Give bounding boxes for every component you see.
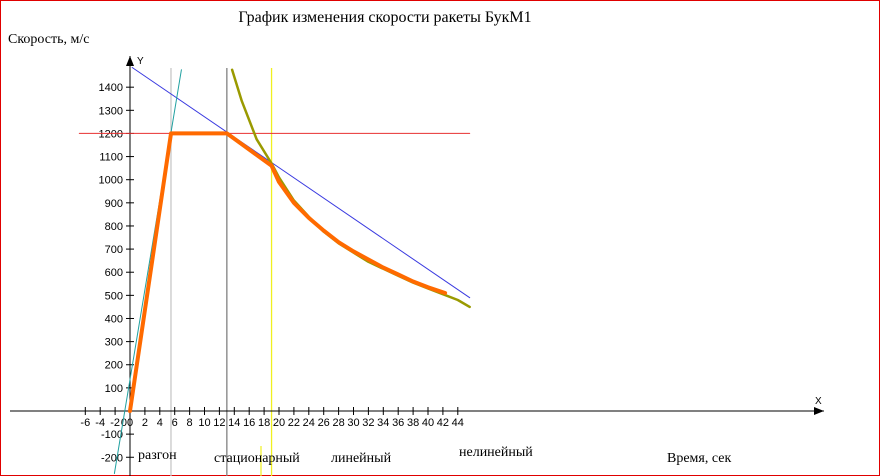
velocity-series [128,131,448,413]
x-tick-label: 8 [187,417,193,429]
x-tick-label: 38 [407,417,419,429]
y-tick-label: 1300 [99,105,123,117]
x-tick-label: 34 [377,417,389,429]
origin-label: 0 [121,417,127,429]
x-tick-label: 42 [437,417,449,429]
y-tick-label: -200 [101,452,123,464]
axes: XY [10,56,824,476]
y-tick-label: 200 [105,360,123,372]
x-tick-label: 36 [392,417,404,429]
y-axis-arrow [126,56,134,66]
x-tick-label: 22 [288,417,300,429]
x-tick-label: 44 [452,417,464,429]
x-axis-label: Время, сек [667,451,731,466]
y-axis-label: Скорость, м/с [8,32,89,47]
x-tick-label: 18 [258,417,270,429]
y-tick-label: 100 [105,383,123,395]
y-tick-label: 1000 [99,175,123,187]
x-tick-label: -6 [80,417,90,429]
x-axis-arrow [814,407,824,415]
phase-labels: разгон стационарный линейный нелинейный [138,445,533,466]
y-tick-label: 500 [105,290,123,302]
y-tick-label: 600 [105,267,123,279]
y-tick-label: 300 [105,337,123,349]
y-tick-label: 800 [105,221,123,233]
x-tick-label: 12 [213,417,225,429]
x-tick-label: 10 [198,417,210,429]
phase-label-2: стационарный [214,451,300,466]
x-tick-label: 0 [127,417,133,429]
nonlinear-fit-curve-series [230,68,471,309]
x-tick-label: 40 [422,417,434,429]
chart-title: График изменения скорости ракеты БукМ1 [238,9,531,26]
phase-label-4: нелинейный [459,445,533,460]
x-tick-label: -4 [95,417,105,429]
x-tick-label: 14 [228,417,240,429]
y-tick-label: 1100 [99,152,123,164]
x-tick-label: 6 [172,417,178,429]
x-tick-label: 4 [157,417,163,429]
x-tick-label: 20 [273,417,285,429]
x-tick-label: 16 [243,417,255,429]
series-lines [78,67,471,474]
x-axis-name: X [815,396,822,407]
y-tick-label: 1400 [99,82,123,94]
x-tick-label: 30 [347,417,359,429]
x-tick-label: 2 [142,417,148,429]
y-tick-label: -100 [101,429,123,441]
phase-label-3: линейный [331,451,392,466]
x-tick-label: 24 [303,417,315,429]
y-tick-label: 1200 [99,128,123,140]
x-tick-label: -2 [110,417,120,429]
linear-trend-line-series [131,67,471,299]
phase-label-1: разгон [138,448,177,463]
y-tick-label: 400 [105,313,123,325]
x-tick-label: 32 [362,417,374,429]
y-tick-label: 700 [105,244,123,256]
y-tick-label: 900 [105,198,123,210]
axis-ticks: -6 -4 -2 0 2 4 6 8 10 12 14 16 18 20 22 24 26 28 30 32 34 36 3… [80,82,464,464]
phase-boundaries [170,68,273,476]
x-tick-label: 28 [332,417,344,429]
y-axis-name: Y [137,56,144,67]
x-tick-label: 26 [318,417,330,429]
